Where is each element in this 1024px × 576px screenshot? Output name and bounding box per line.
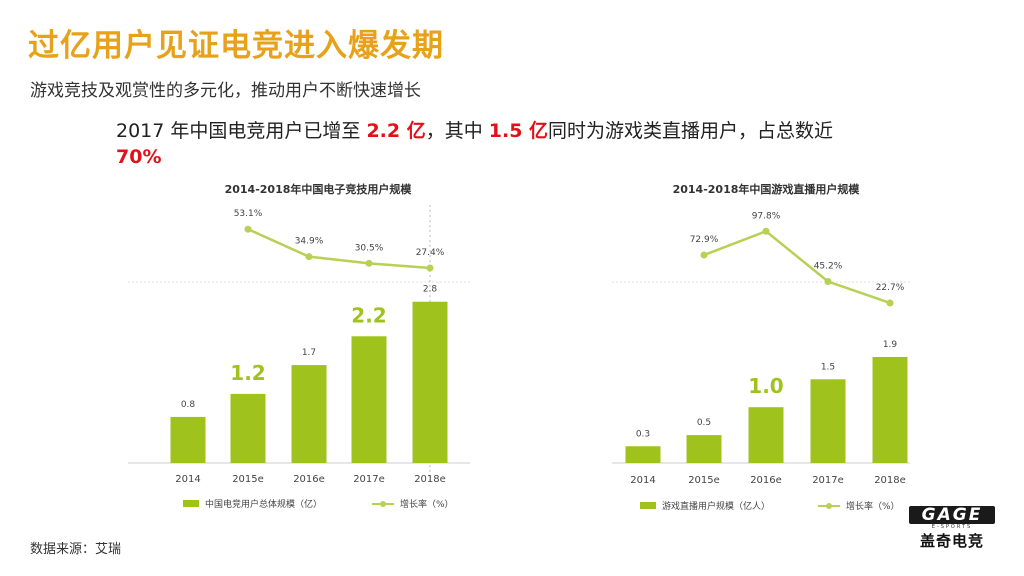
headline-text: 同时为游戏类直播用户，占总数近 bbox=[548, 120, 834, 142]
page-title: 过亿用户见证电竞进入爆发期 bbox=[28, 28, 444, 64]
logo-wordmark: GAGE bbox=[909, 506, 995, 524]
bar bbox=[686, 435, 722, 463]
bar-value-label: 0.8 bbox=[181, 400, 196, 410]
logo-tagline: E-SPORTS bbox=[931, 524, 973, 530]
growth-label: 45.2% bbox=[814, 262, 843, 272]
growth-point bbox=[824, 278, 832, 286]
legend-line-swatch bbox=[826, 503, 832, 509]
growth-point bbox=[244, 225, 252, 233]
bar-value-label: 0.3 bbox=[636, 429, 650, 439]
bar bbox=[810, 379, 846, 463]
bar-value-label: 1.9 bbox=[883, 340, 898, 350]
bar bbox=[351, 336, 387, 463]
page-subtitle: 游戏竞技及观赏性的多元化，推动用户不断快速增长 bbox=[30, 81, 421, 101]
bar bbox=[230, 393, 266, 463]
legend-line-swatch bbox=[380, 501, 386, 507]
bar bbox=[748, 407, 784, 463]
category-label: 2015e bbox=[688, 475, 720, 486]
bar bbox=[291, 365, 327, 463]
data-source: 数据来源：艾瑞 bbox=[30, 542, 122, 557]
growth-point bbox=[365, 259, 373, 267]
growth-point bbox=[305, 253, 313, 261]
category-label: 2017e bbox=[812, 475, 844, 486]
growth-point bbox=[426, 264, 434, 272]
legend-label: 增长率（%） bbox=[846, 500, 900, 512]
bar-value-label: 1.7 bbox=[302, 348, 316, 358]
category-label: 2017e bbox=[353, 474, 385, 485]
bar-value-label: 2.8 bbox=[423, 285, 438, 295]
growth-label: 22.7% bbox=[876, 283, 905, 293]
gage-logo: GAGE E-SPORTS 盖奇电竞 bbox=[909, 506, 995, 560]
headline-highlight: 70% bbox=[116, 146, 162, 168]
category-label: 2015e bbox=[232, 474, 264, 485]
growth-line bbox=[703, 229, 891, 305]
legend-label: 游戏直播用户规模（亿人） bbox=[662, 500, 770, 512]
category-label: 2014 bbox=[175, 474, 200, 485]
growth-point bbox=[700, 251, 708, 259]
category-label: 2016e bbox=[293, 474, 325, 485]
bar bbox=[170, 416, 206, 463]
category-label: 2018e bbox=[874, 475, 906, 486]
growth-label: 30.5% bbox=[355, 243, 384, 253]
growth-point bbox=[762, 227, 770, 235]
growth-label: 27.4% bbox=[416, 248, 445, 258]
headline-highlight: 2.2 亿 bbox=[366, 120, 426, 142]
growth-point bbox=[886, 299, 894, 307]
category-label: 2014 bbox=[630, 475, 655, 486]
legend-label: 中国电竞用户总体规模（亿） bbox=[205, 498, 322, 510]
growth-line bbox=[247, 228, 431, 270]
headline-highlight: 1.5 亿 bbox=[488, 120, 549, 142]
logo-chinese-name: 盖奇电竞 bbox=[919, 532, 984, 550]
chart-title: 2014-2018年中国游戏直播用户规模 bbox=[673, 182, 861, 196]
legend-label: 增长率（%） bbox=[400, 498, 454, 510]
bar bbox=[412, 301, 448, 463]
bar-value-label: 0.5 bbox=[697, 418, 711, 428]
bar bbox=[625, 446, 661, 463]
bar-value-label: 1.5 bbox=[821, 362, 835, 372]
legend-bar-swatch bbox=[183, 500, 199, 507]
bar-value-label: 1.0 bbox=[748, 374, 783, 398]
headline-text: 2017 年中国电竞用户已增至 bbox=[116, 120, 367, 142]
bar-value-label: 1.2 bbox=[230, 361, 265, 385]
headline-text: ，其中 bbox=[425, 120, 489, 142]
category-label: 2018e bbox=[414, 474, 446, 485]
chart-title: 2014-2018年中国电子竞技用户规模 bbox=[225, 182, 413, 196]
growth-label: 34.9% bbox=[295, 237, 324, 247]
legend-bar-swatch bbox=[640, 502, 656, 509]
category-label: 2016e bbox=[750, 475, 782, 486]
growth-label: 53.1% bbox=[234, 209, 263, 219]
bar-value-label: 2.2 bbox=[351, 303, 386, 327]
headline: 2017 年中国电竞用户已增至 2.2 亿，其中 1.5 亿同时为游戏类直播用户… bbox=[116, 118, 916, 170]
growth-label: 72.9% bbox=[690, 235, 719, 245]
growth-label: 97.8% bbox=[752, 211, 781, 221]
bar bbox=[872, 356, 908, 463]
